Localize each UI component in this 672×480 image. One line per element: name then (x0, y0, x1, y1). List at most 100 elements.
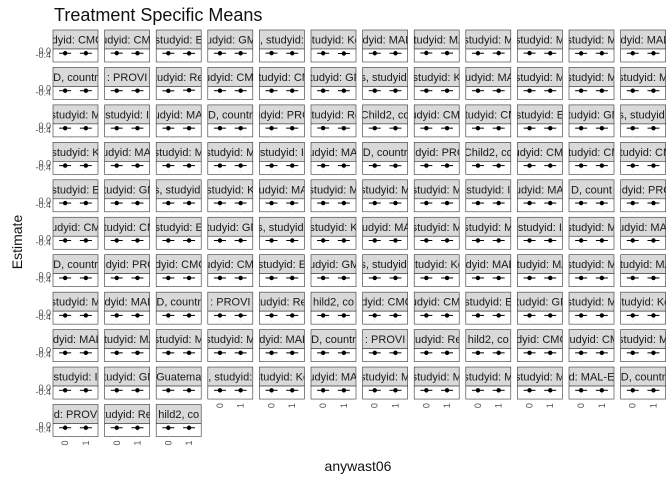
data-point (290, 388, 295, 393)
data-point (83, 88, 89, 93)
facet-strip-label: studyid: K (309, 222, 358, 234)
facet-strip-label: hild2, co (158, 409, 199, 421)
facet-panel: studyid: Ke 0 1 (259, 366, 305, 408)
data-point (166, 388, 171, 393)
chart-title: Treatment Specific Means (54, 5, 262, 25)
panel-body (362, 348, 408, 362)
facet-strip-label: studyid: PROV (91, 259, 164, 271)
facet-strip-label: studyid: GM (98, 184, 157, 196)
facet-panel: studyid: MAL-E (362, 29, 408, 63)
data-point (444, 275, 450, 281)
facet-strip-label: studyid: M (205, 147, 255, 159)
facet-panel: studyid: E (155, 29, 202, 63)
panel-body (413, 198, 460, 213)
facet-strip-label: studyid: CMIN (196, 259, 265, 271)
data-point (599, 388, 605, 393)
facet-panel: studyid: M 0 1 (413, 366, 460, 408)
panel-body (465, 235, 512, 250)
data-point (186, 275, 192, 281)
data-point (290, 51, 295, 56)
data-point (238, 388, 243, 393)
y-tick-label: -0.4 (35, 50, 51, 60)
facet-strip-label: s, studyid: (360, 72, 410, 84)
x-tick-label: 1 (287, 403, 297, 408)
facet-panel: studyid: M0.0-0.4 (35, 291, 99, 325)
panel-body (259, 385, 305, 400)
data-point (83, 238, 89, 243)
data-point (548, 200, 553, 206)
data-point (393, 88, 398, 93)
facet-strip-label: studyid: CMC (42, 222, 108, 234)
data-point (166, 350, 171, 356)
facet-panel: studyid: MAL (362, 216, 408, 250)
data-point (424, 50, 429, 56)
data-point (290, 350, 295, 356)
x-tick-label: 0 (525, 403, 535, 408)
facet-strip-label: studyid: E (51, 184, 99, 196)
facet-panel: , studyid: 0 1 (207, 366, 254, 408)
data-point (341, 200, 347, 206)
panel-body (52, 385, 99, 400)
data-point (372, 350, 377, 356)
data-point (599, 200, 605, 206)
data-point (341, 238, 347, 243)
facet-strip-label: studyid: CM (253, 72, 311, 84)
facet-panel: studyid: MA (517, 254, 563, 288)
panel-body (362, 310, 408, 325)
facet-panel: studyid: E (465, 291, 512, 325)
data-point (186, 51, 192, 56)
facet-panel: studyid: K (207, 179, 254, 213)
facet-panel: studyid: MAL- (155, 104, 202, 138)
y-tick-label: 0.0 (38, 83, 51, 93)
facet-strip-label: studyid: CMIN (402, 297, 471, 309)
x-tick-label: 0 (370, 403, 380, 408)
panel-body (310, 86, 357, 100)
facet-panel: studyid: K (309, 216, 358, 250)
data-point (114, 163, 119, 168)
facet-strip-label: studyid: MAL (250, 184, 314, 196)
panel-body (207, 273, 254, 288)
data-point (527, 350, 532, 356)
data-point (444, 125, 450, 131)
x-tick-label: 1 (494, 403, 504, 408)
data-point (269, 200, 274, 206)
facet-panel: studyid: MA (413, 29, 460, 63)
data-point (393, 313, 398, 318)
x-tick-label: 0 (318, 403, 328, 408)
data-point (341, 88, 347, 93)
panel-body (155, 423, 202, 437)
facet-strip-label: Child2, co (464, 147, 513, 159)
facet-strip-label: studyid: E (516, 109, 564, 121)
facet-strip-label: studyid: CM (562, 147, 620, 159)
data-point (83, 313, 89, 318)
data-point (238, 51, 243, 56)
data-point (269, 88, 274, 93)
facet-strip-label: s, studyid: (154, 184, 204, 196)
panel-body (568, 86, 615, 100)
panel-body (620, 86, 666, 100)
data-point (578, 163, 584, 168)
data-point (62, 125, 68, 131)
facet-panel: studyid: M (362, 179, 408, 213)
panel-body (620, 385, 666, 400)
data-point (496, 388, 501, 393)
data-point (651, 313, 656, 318)
facet-strip-label: studyid: M (618, 334, 668, 346)
panel-body (104, 310, 150, 325)
facet-strip-label: studyid: Res (148, 72, 209, 84)
facet-strip-label: studyid: Ke (616, 297, 670, 309)
data-point (630, 51, 635, 56)
facet-panel: studyid: CMC-V (155, 254, 202, 288)
data-point (217, 350, 223, 356)
data-point (599, 125, 605, 131)
x-tick-label: 1 (390, 403, 400, 408)
data-point (496, 350, 501, 356)
x-tick-label: 0 (421, 403, 431, 408)
data-point (166, 425, 171, 430)
facet-strip-label: s, studyid: (257, 222, 307, 234)
facet-panel: studyid: MAL-E (259, 329, 305, 362)
data-point (62, 88, 68, 93)
facet-panel: studyid: GM (310, 67, 357, 100)
y-tick-label: 0.0 (38, 421, 51, 431)
